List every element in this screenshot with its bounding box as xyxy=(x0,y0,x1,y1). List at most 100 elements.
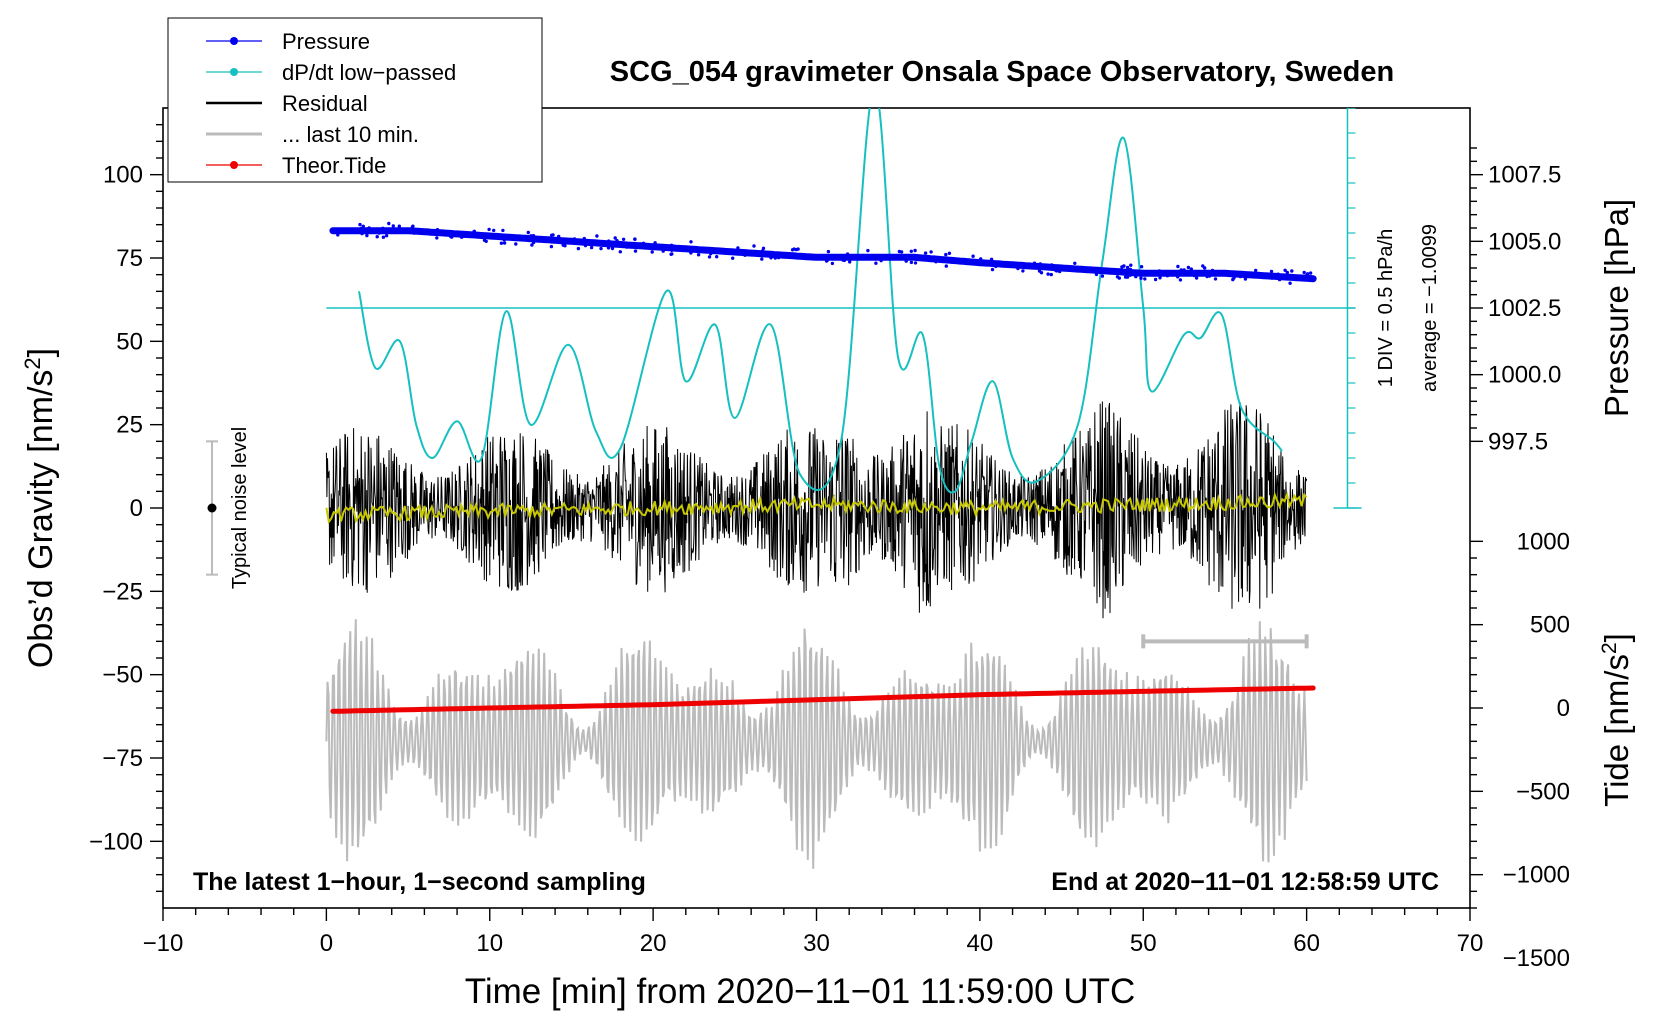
dpdt-average-label: average = −1.0099 xyxy=(1419,224,1441,392)
pressure-point xyxy=(655,244,660,249)
pressure-point xyxy=(845,252,850,256)
pressure-point xyxy=(944,264,948,268)
pressure-point xyxy=(1213,273,1218,277)
y-axis-pressure-label: Pressure [hPa] xyxy=(1598,199,1635,417)
pressure-point xyxy=(1100,274,1105,278)
pressure-point xyxy=(384,234,389,238)
y-tick-label-left: −50 xyxy=(102,662,143,689)
pressure-point xyxy=(1129,263,1133,267)
residual-smoothed-series xyxy=(325,491,1308,525)
pressure-point xyxy=(514,242,518,246)
legend-swatch-marker xyxy=(230,37,238,45)
pressure-point xyxy=(1207,274,1212,278)
pressure-point xyxy=(1007,261,1011,266)
pressure-point xyxy=(752,244,756,248)
pressure-point xyxy=(929,250,933,254)
pressure-point xyxy=(526,230,530,235)
pressure-point xyxy=(336,228,340,233)
pressure-point xyxy=(760,249,765,253)
annotation-sampling: The latest 1−hour, 1−second sampling xyxy=(193,868,646,896)
pressure-point xyxy=(1166,272,1170,276)
residual-smoothed-line xyxy=(325,491,1308,525)
pressure-point xyxy=(375,235,379,239)
pressure-point xyxy=(879,258,883,263)
pressure-point xyxy=(848,256,852,260)
pressure-point xyxy=(436,232,440,236)
pressure-point xyxy=(549,244,554,249)
pressure-point xyxy=(796,247,800,251)
pressure-point xyxy=(606,246,611,250)
chart-title: SCG_054 gravimeter Onsala Space Observat… xyxy=(610,56,1394,88)
pressure-point xyxy=(1288,281,1292,285)
legend-label: Pressure xyxy=(282,29,370,54)
pressure-point xyxy=(1067,268,1072,272)
pressure-point xyxy=(1238,274,1243,279)
pressure-point xyxy=(1308,271,1313,275)
pressure-point xyxy=(1125,265,1130,270)
pressure-point xyxy=(663,245,667,249)
pressure-point xyxy=(743,253,747,257)
pressure-point xyxy=(842,258,847,263)
pressure-point xyxy=(633,249,638,253)
pressure-point xyxy=(1182,269,1187,273)
pressure-point xyxy=(367,226,371,230)
pressure-point xyxy=(487,227,491,232)
pressure-point xyxy=(492,228,496,233)
pressure-point xyxy=(736,246,740,250)
pressure-point xyxy=(874,261,878,265)
pressure-point xyxy=(1269,275,1273,279)
pressure-point xyxy=(381,228,385,233)
pressure-point xyxy=(909,249,913,253)
pressure-point xyxy=(1139,276,1143,280)
pressure-point xyxy=(582,236,586,241)
pressure-point xyxy=(653,241,657,245)
pressure-point xyxy=(625,245,629,249)
pressure-point xyxy=(934,260,938,264)
pressure-point xyxy=(499,241,504,245)
pressure-point xyxy=(1186,265,1191,270)
pressure-point xyxy=(947,251,952,255)
pressure-point xyxy=(572,237,577,241)
pressure-point xyxy=(583,243,588,248)
pressure-point xyxy=(1099,268,1104,272)
pressure-point xyxy=(760,257,764,261)
pressure-point xyxy=(598,242,603,247)
pressure-point xyxy=(990,267,995,272)
pressure-point xyxy=(971,254,975,258)
y-tick-label-left: −25 xyxy=(102,578,143,605)
pressure-point xyxy=(1286,274,1291,278)
x-tick-label: 50 xyxy=(1130,930,1157,957)
pressure-point xyxy=(607,239,611,243)
legend-box xyxy=(167,17,543,183)
dpdt-scale-label: 1 DIV = 0.5 hPa/h xyxy=(1375,229,1397,387)
pressure-point xyxy=(769,256,773,260)
y-tick-label-left: 0 xyxy=(130,495,143,522)
dpdt-line xyxy=(358,108,1283,494)
pressure-point xyxy=(360,231,364,236)
pressure-point xyxy=(1094,272,1099,277)
pressure-point xyxy=(358,222,362,227)
pressure-point xyxy=(1073,261,1077,265)
y-axis-tide: 1000 500 0 −500 −1000 −1500 xyxy=(1470,528,1570,972)
pressure-point xyxy=(336,233,340,237)
pressure-point xyxy=(776,255,781,260)
pressure-point xyxy=(689,251,693,255)
pressure-point xyxy=(502,241,507,245)
pressure-point xyxy=(1134,274,1138,279)
pressure-point xyxy=(589,245,594,250)
pressure-point xyxy=(968,259,973,263)
pressure-point xyxy=(1189,267,1194,271)
pressure-point xyxy=(530,243,534,247)
legend-swatch-marker xyxy=(230,68,238,76)
pressure-point xyxy=(1290,269,1294,273)
pressure-point xyxy=(661,249,665,253)
residual-line xyxy=(325,401,1308,619)
pressure-point xyxy=(1176,275,1180,279)
pressure-point xyxy=(1203,266,1207,270)
y-tick-label-left: 75 xyxy=(116,245,143,272)
x-tick-label: 20 xyxy=(640,930,667,957)
pressure-point xyxy=(643,244,647,248)
pressure-point xyxy=(989,257,994,261)
pressure-point xyxy=(557,234,561,239)
